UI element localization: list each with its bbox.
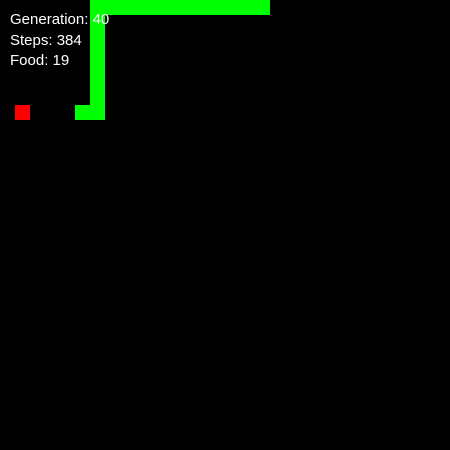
snake-segment	[180, 0, 195, 15]
snake-segment	[210, 0, 225, 15]
snake-segment	[90, 60, 105, 75]
snake-segment	[90, 15, 105, 30]
generation-value: 40	[92, 11, 110, 28]
hud: Generation: 40 Steps: 384 Food: 19	[10, 10, 109, 72]
steps-value: 384	[56, 31, 82, 49]
snake-segment	[225, 0, 240, 15]
snake-segment	[195, 0, 210, 15]
snake-segment	[105, 0, 120, 15]
steps-label: Steps:	[10, 31, 53, 49]
food-label: Food:	[10, 52, 49, 69]
steps-counter: Steps: 384	[10, 31, 109, 52]
snake-segment	[90, 90, 105, 105]
snake-segment	[240, 0, 255, 15]
snake-head	[255, 0, 270, 15]
snake-segment	[90, 45, 105, 60]
snake-segment	[90, 30, 105, 45]
food-counter: Food: 19	[10, 51, 109, 72]
snake-segment	[75, 105, 90, 120]
snake-segment	[90, 75, 105, 90]
snake-segment	[120, 0, 135, 15]
generation-label: Generation:	[10, 11, 89, 28]
snake-segment	[90, 0, 105, 15]
food-pellet	[15, 105, 30, 120]
snake-segment	[150, 0, 165, 15]
snake-segment	[135, 0, 150, 15]
snake-segment	[165, 0, 180, 15]
food-value: 19	[52, 52, 70, 69]
generation-counter: Generation: 40	[10, 10, 109, 31]
snake-segment	[90, 105, 105, 120]
